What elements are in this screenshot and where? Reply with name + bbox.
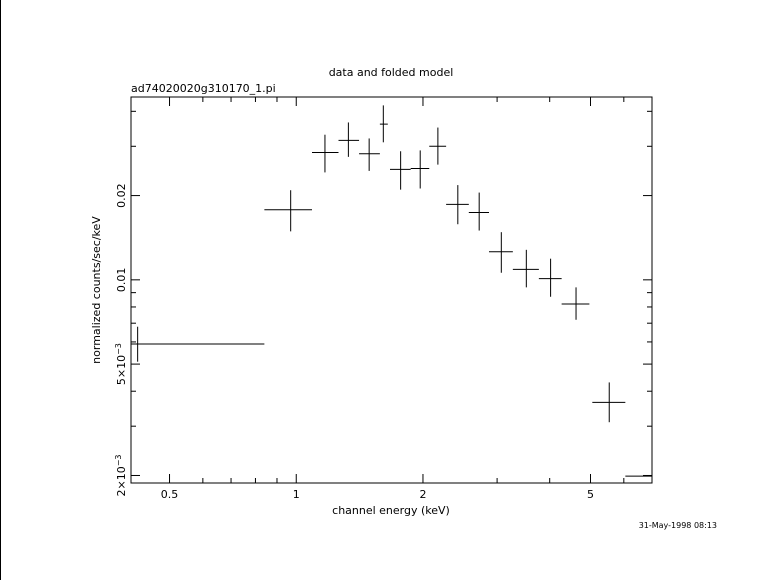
x-tick-label: 5 (587, 488, 594, 501)
plot-frame (130, 96, 653, 484)
axis-tick-labels: 0.5 1 2 5 2×10−3 5×10−3 0.01 0.02 (114, 183, 594, 501)
data-point (379, 105, 388, 143)
y-tick-label: 0.02 (115, 183, 128, 208)
y-axis-label: normalized counts/sec/keV (90, 216, 103, 364)
x-axis-label: channel energy (keV) (332, 504, 450, 517)
data-point (446, 185, 469, 225)
data-point (410, 150, 430, 189)
data-point (488, 232, 513, 273)
data-point (359, 138, 380, 171)
timestamp: 31-May-1998 08:13 (639, 521, 717, 530)
y-tick-label: 0.01 (115, 268, 128, 293)
data-point (312, 134, 339, 173)
data-point (592, 382, 626, 423)
y-tick-label: 5×10−3 (114, 343, 128, 385)
x-tick-label: 0.5 (161, 488, 179, 501)
data-point (625, 461, 653, 483)
x-tick-label: 1 (293, 488, 300, 501)
data-point (264, 190, 313, 232)
data-point (512, 249, 539, 288)
data-point (538, 258, 562, 297)
data-point (131, 326, 265, 362)
data-point (338, 122, 360, 157)
chart-title: data and folded model (329, 66, 454, 79)
data-point (390, 151, 411, 190)
data-point (429, 127, 447, 165)
y-tick-label: 2×10−3 (114, 454, 128, 496)
x-tick-label: 2 (419, 488, 426, 501)
data-point (468, 192, 489, 231)
data-point (561, 287, 590, 320)
y-tick-exponent: −3 (114, 343, 123, 355)
axis-ticks (131, 97, 653, 483)
data-points (131, 105, 653, 483)
chart-subtitle: ad74020020g310170_1.pi (131, 82, 276, 95)
y-tick-exponent: −3 (114, 454, 123, 466)
window-left-border (0, 0, 1, 580)
